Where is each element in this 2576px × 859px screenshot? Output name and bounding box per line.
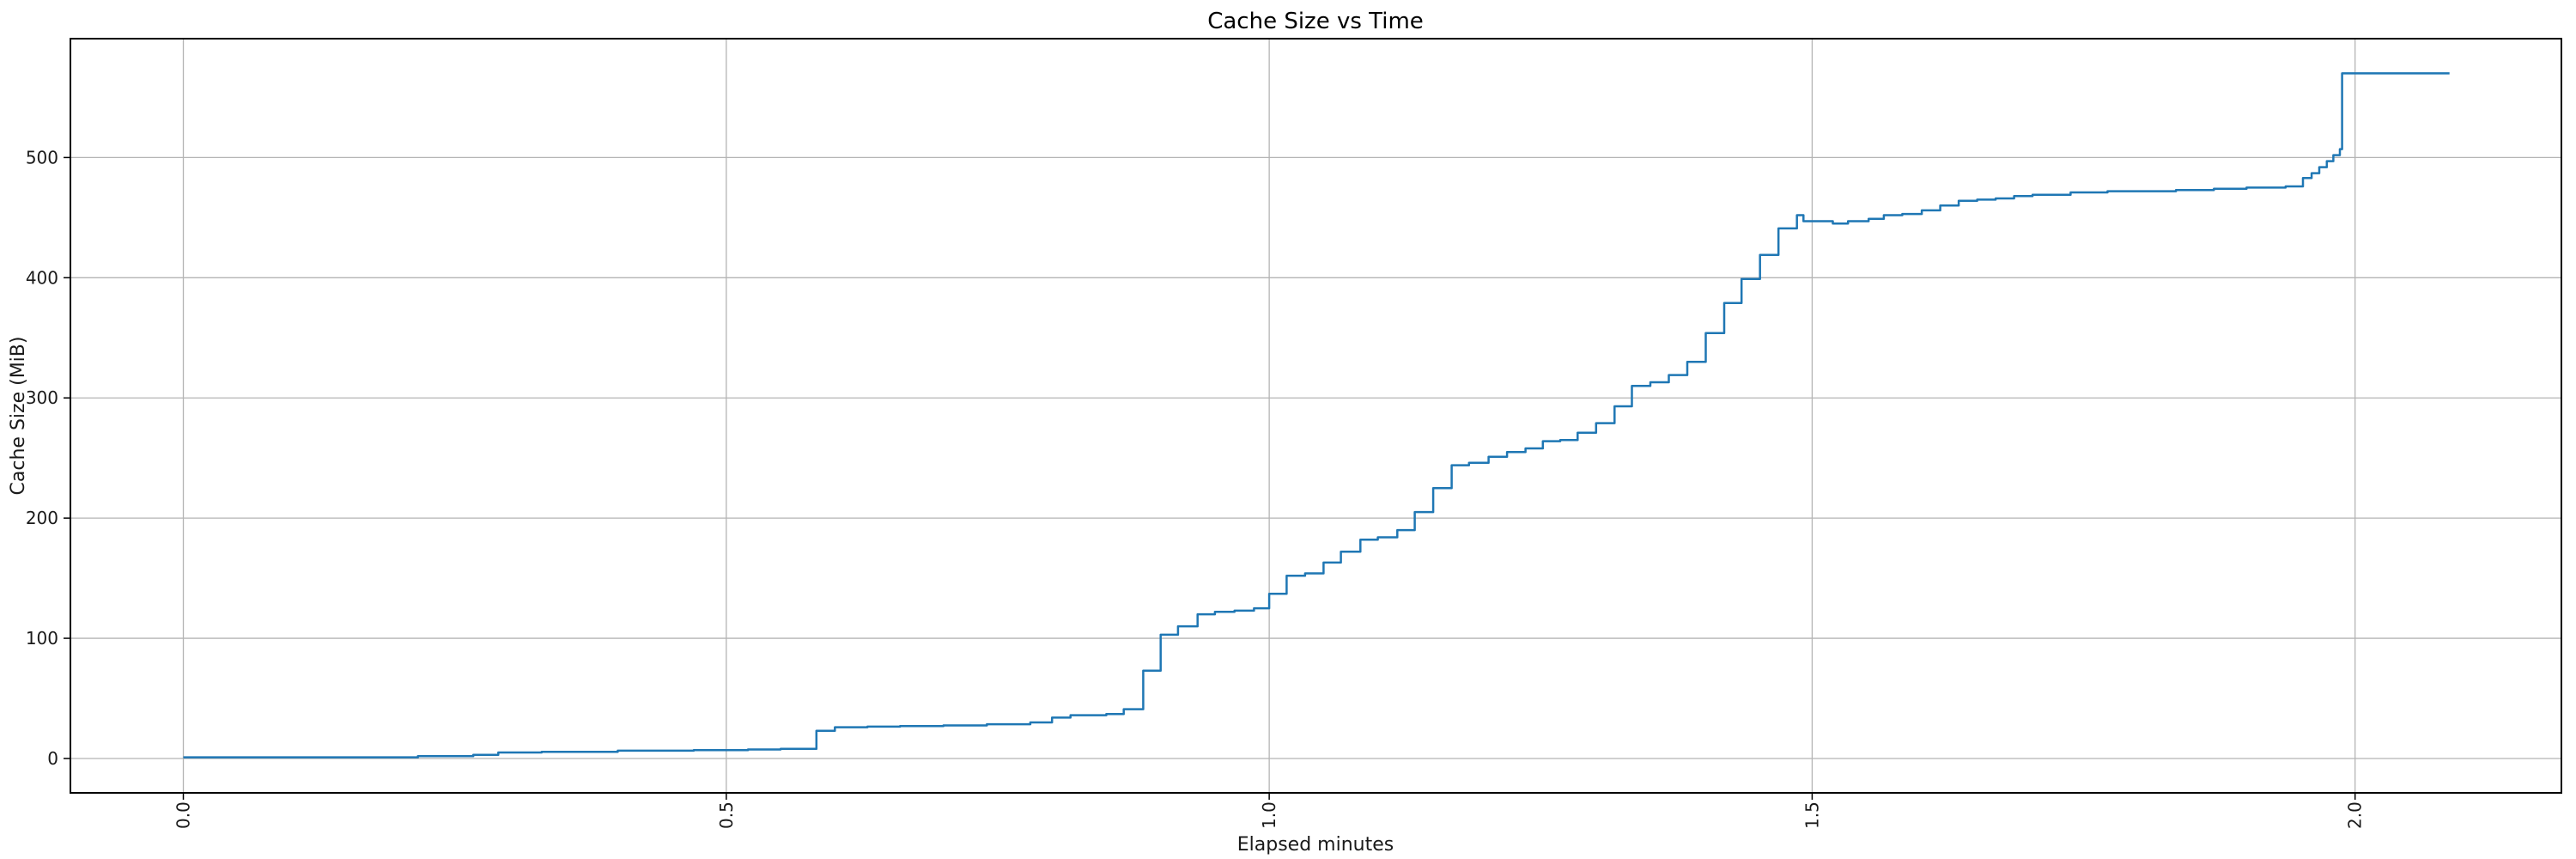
tick-layer: 0.0 0.5 1.0 1.5 2.0 0 100 200 300 400 500 xyxy=(26,147,2366,829)
y-tick-label: 200 xyxy=(26,508,58,528)
y-tick-label: 400 xyxy=(26,267,58,288)
series-layer xyxy=(183,72,2450,758)
y-tick-label: 500 xyxy=(26,147,58,168)
grid-layer xyxy=(70,39,2561,793)
y-tick-label: 100 xyxy=(26,628,58,649)
chart-title: Cache Size vs Time xyxy=(1207,9,1424,34)
y-axis-label: Cache Size (MiB) xyxy=(8,337,29,496)
x-tick-label: 0.0 xyxy=(173,801,194,829)
series-line-cache-size xyxy=(183,72,2450,758)
x-tick-label: 1.5 xyxy=(1801,801,1822,829)
y-tick-label: 300 xyxy=(26,387,58,408)
x-tick-label: 1.0 xyxy=(1259,801,1279,829)
x-tick-label: 0.5 xyxy=(716,801,737,829)
x-axis-label: Elapsed minutes xyxy=(1237,834,1394,856)
x-tick-label: 2.0 xyxy=(2345,801,2366,829)
plot-border xyxy=(70,38,2562,794)
y-tick-label: 0 xyxy=(47,748,58,769)
